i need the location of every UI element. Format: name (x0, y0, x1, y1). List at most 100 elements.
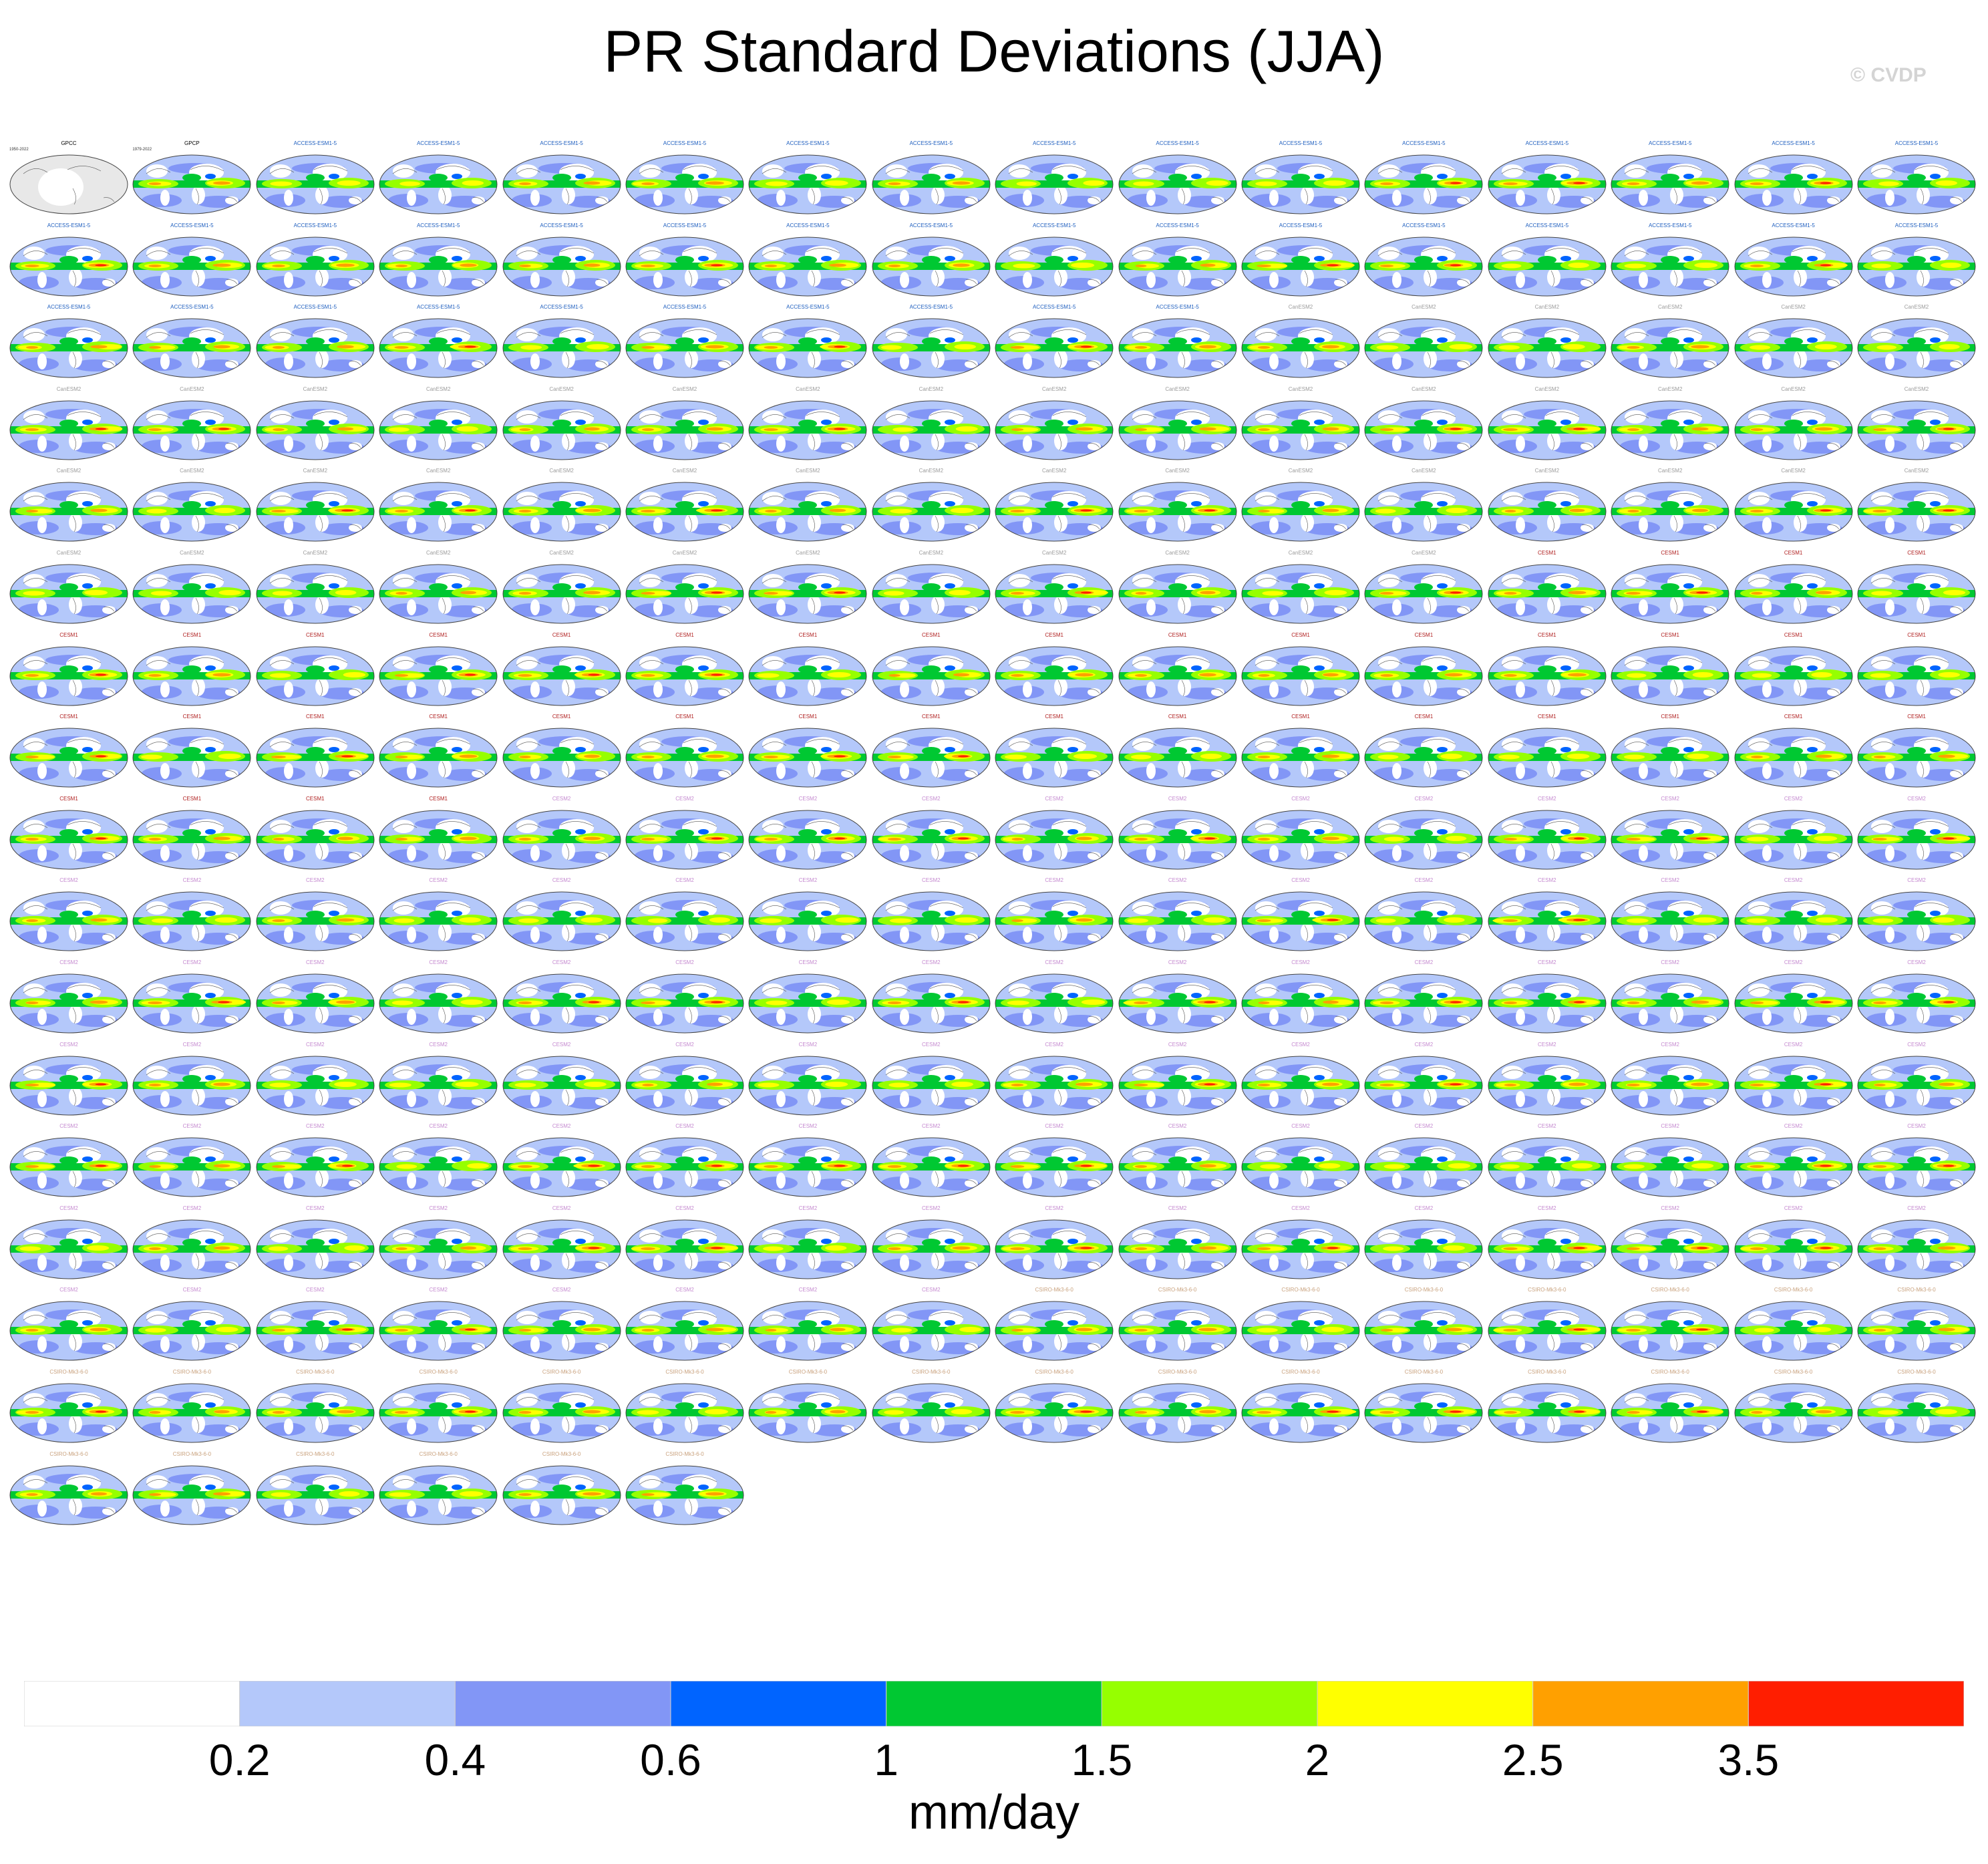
map-panel-plot (872, 973, 991, 1034)
map-panel-title: CESM2 (182, 1287, 202, 1293)
map-panel-plot (132, 1301, 251, 1361)
map-panel-plot (1734, 1219, 1853, 1279)
map-panel-plot (132, 1465, 251, 1525)
map-panel: ACCESS-ESM1-5 (255, 222, 376, 299)
map-panel-title: CESM2 (1168, 1205, 1187, 1211)
map-panel: CESM1 (255, 632, 376, 708)
map-panel-plot (872, 891, 991, 951)
map-panel-title: ACCESS-ESM1-5 (1032, 304, 1076, 311)
map-panel-plot (625, 237, 744, 297)
map-panel-plot (379, 728, 498, 788)
map-panel-title: CanESM2 (1288, 385, 1313, 392)
map-panel-plot (1734, 318, 1853, 378)
map-panel-title: CESM1 (429, 795, 448, 802)
map-panel-plot (1488, 1219, 1607, 1279)
map-panel-plot (379, 1056, 498, 1116)
map-panel: ACCESS-ESM1-5 (1117, 222, 1238, 299)
map-panel-plot (1488, 1383, 1607, 1443)
map-panel-plot (1118, 973, 1237, 1034)
map-panel: CESM2 (624, 1287, 746, 1363)
map-panel: CESM1 (1363, 714, 1484, 790)
map-panel: CESM2 (8, 1123, 130, 1199)
map-panel: CESM1 (377, 714, 499, 790)
map-panel-plot (502, 1056, 621, 1116)
map-panel-title: ACCESS-ESM1-5 (416, 304, 460, 311)
map-panel-plot (1734, 1137, 1853, 1197)
map-panel: CESM2 (377, 1287, 499, 1363)
map-panel-title: ACCESS-ESM1-5 (540, 222, 583, 228)
map-panel-plot (9, 1219, 128, 1279)
map-panel: ACCESS-ESM1-5 (8, 222, 130, 299)
map-panel-title: CanESM2 (1781, 468, 1806, 474)
map-panel: ACCESS-ESM1-5 (1363, 222, 1484, 299)
map-panel-plot (1488, 810, 1607, 870)
map-panel-plot (1611, 646, 1729, 706)
map-panel: ACCESS-ESM1-5 (1240, 222, 1361, 299)
map-panel-plot (9, 810, 128, 870)
map-panel-plot (1488, 973, 1607, 1034)
map-panel: CESM2 (501, 959, 623, 1036)
map-panel-plot (625, 1383, 744, 1443)
map-panel-title: CESM2 (1661, 959, 1679, 965)
map-panel-title: CESM1 (798, 631, 818, 638)
map-panel-plot (256, 1056, 375, 1116)
colorbar-segment (1532, 1681, 1749, 1726)
map-panel-title: ACCESS-ESM1-5 (1648, 140, 1692, 146)
map-panel-plot (1857, 891, 1976, 951)
map-panel-plot (625, 154, 744, 214)
map-panel-plot (1488, 318, 1607, 378)
map-panel-title: CSIRO-Mk3-6-0 (49, 1450, 88, 1457)
colorbar (24, 1681, 1964, 1726)
map-panel-title: CESM1 (1661, 631, 1679, 638)
map-panel-title: CanESM2 (1412, 304, 1436, 311)
map-panel-title: CESM2 (922, 795, 941, 802)
map-panel-title: CESM2 (1661, 1041, 1679, 1048)
map-panel-plot (1734, 1301, 1853, 1361)
map-panel-title: CanESM2 (919, 550, 944, 556)
map-panel: CESM2 (1856, 1205, 1977, 1281)
map-panel-title: ACCESS-ESM1-5 (416, 140, 460, 146)
map-panel-title: CESM2 (1414, 1041, 1434, 1048)
map-panel-title: CESM1 (1661, 714, 1679, 720)
map-panel-title: ACCESS-ESM1-5 (1279, 140, 1323, 146)
map-panel: CESM2 (993, 796, 1115, 872)
map-panel: CESM2 (624, 1042, 746, 1118)
map-panel-title: CESM2 (675, 795, 694, 802)
map-panel-plot (1118, 728, 1237, 788)
map-panel-plot (9, 482, 128, 542)
map-panel: CESM2 (747, 1205, 868, 1281)
map-panel-title: CSIRO-Mk3-6-0 (172, 1450, 212, 1457)
map-panel: CanESM2 (377, 386, 499, 462)
map-panel-plot (1857, 400, 1976, 460)
map-panel-title: CESM1 (1784, 714, 1803, 720)
map-panel-title: CESM2 (1661, 877, 1679, 884)
map-panel: CanESM2 (1856, 304, 1977, 380)
map-panel-plot (9, 564, 128, 624)
map-panel-title: CanESM2 (1288, 468, 1313, 474)
map-panel-title: CESM2 (798, 1287, 818, 1293)
map-panel: ACCESS-ESM1-5 (1486, 140, 1608, 216)
map-panel: CSIRO-Mk3-6-0 (993, 1369, 1115, 1445)
map-panel: CESM2 (993, 959, 1115, 1036)
map-panel-title: ACCESS-ESM1-5 (1772, 140, 1815, 146)
map-panel: CESM1 (1117, 632, 1238, 708)
map-panel-plot (995, 482, 1114, 542)
map-panel-title: CanESM2 (1781, 385, 1806, 392)
map-panel-title: ACCESS-ESM1-5 (1156, 140, 1199, 146)
map-panel: ACCESS-ESM1-5 (747, 140, 868, 216)
map-panel-plot (1241, 1137, 1360, 1197)
map-panel: ACCESS-ESM1-5 (8, 304, 130, 380)
map-panel-title: ACCESS-ESM1-5 (1894, 222, 1939, 228)
map-panel-title: ACCESS-ESM1-5 (1525, 140, 1569, 146)
map-panel-plot (132, 728, 251, 788)
map-panel: CESM2 (624, 1123, 746, 1199)
map-panel-title: CanESM2 (1657, 304, 1683, 311)
map-panel-plot (502, 1301, 621, 1361)
map-panel-plot (1857, 1383, 1976, 1443)
map-panel: CanESM2 (8, 468, 130, 544)
map-panel: CESM2 (501, 1042, 623, 1118)
map-panel-title: CESM2 (1784, 959, 1803, 965)
map-panel: CESM2 (8, 877, 130, 953)
map-panel: CESM2 (747, 1287, 868, 1363)
map-panel-title: CESM2 (1538, 959, 1556, 965)
